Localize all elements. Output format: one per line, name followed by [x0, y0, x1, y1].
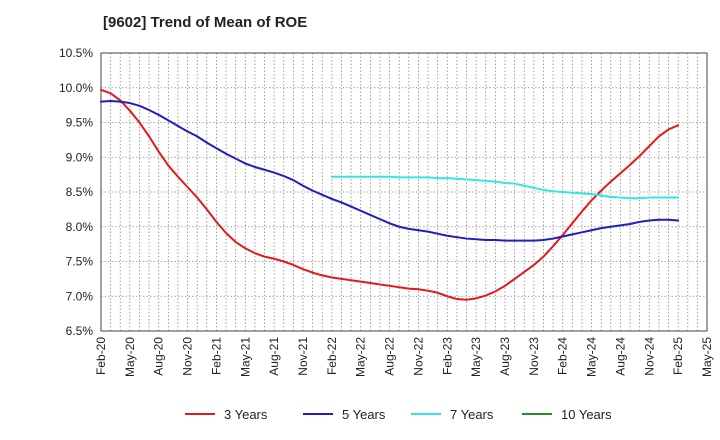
axis-layer: 6.5% 7.0% 7.5% 8.0% 8.5% 9.0% 9.5% 10.0% 10.5% Fe…: [59, 46, 714, 377]
plot-frame: [100, 52, 708, 332]
chart-title: [9602] Trend of Mean of ROE: [103, 14, 308, 31]
legend-label: 5 Years: [342, 407, 386, 422]
series-line-5-years: [100, 99, 680, 242]
x-tick-label: Feb-23: [440, 337, 454, 375]
x-tick-label: Feb-21: [209, 337, 223, 375]
grid-layer: [100, 52, 708, 332]
x-tick-label: Feb-25: [671, 337, 685, 375]
x-tick-label: Nov-20: [181, 337, 195, 376]
y-tick-label: 9.0%: [66, 150, 94, 164]
y-tick-label: 9.5%: [66, 116, 94, 130]
series-layer: [100, 88, 680, 301]
y-tick-label: 10.5%: [59, 46, 93, 60]
y-tick-label: 7.0%: [66, 289, 94, 303]
legend-label: 10 Years: [561, 407, 612, 422]
y-tick-label: 8.5%: [66, 185, 94, 199]
x-tick-label: May-20: [123, 337, 137, 377]
x-tick-label: Feb-24: [556, 337, 570, 375]
x-tick-label: Feb-20: [94, 337, 108, 375]
x-tick-label: Aug-23: [498, 337, 512, 376]
legend-label: 7 Years: [450, 407, 494, 422]
x-tick-label: Aug-21: [267, 337, 281, 376]
x-tick-label: May-21: [238, 337, 252, 377]
x-tick-label: Nov-21: [296, 337, 310, 376]
x-tick-label: May-24: [585, 337, 599, 377]
x-tick-label: May-22: [354, 337, 368, 377]
y-tick-label: 6.5%: [66, 324, 94, 338]
x-tick-label: Aug-20: [152, 337, 166, 376]
x-tick-label: Nov-24: [642, 337, 656, 376]
x-tick-label: Aug-24: [613, 337, 627, 376]
x-tick-label: May-23: [469, 337, 483, 377]
series-line-3-years: [100, 88, 680, 301]
series-line-7-years: [330, 175, 680, 200]
x-tick-label: Aug-22: [383, 337, 397, 376]
x-tick-label: Nov-22: [411, 337, 425, 376]
x-tick-label: Feb-22: [325, 337, 339, 375]
x-tick-label: May-25: [700, 337, 714, 377]
y-tick-label: 8.0%: [66, 220, 94, 234]
y-tick-label: 10.0%: [59, 81, 93, 95]
y-tick-label: 7.5%: [66, 255, 94, 269]
x-tick-label: Nov-23: [527, 337, 541, 376]
legend-label: 3 Years: [224, 407, 268, 422]
legend: 3 Years 5 Years 7 Years 10 Years: [185, 407, 612, 422]
